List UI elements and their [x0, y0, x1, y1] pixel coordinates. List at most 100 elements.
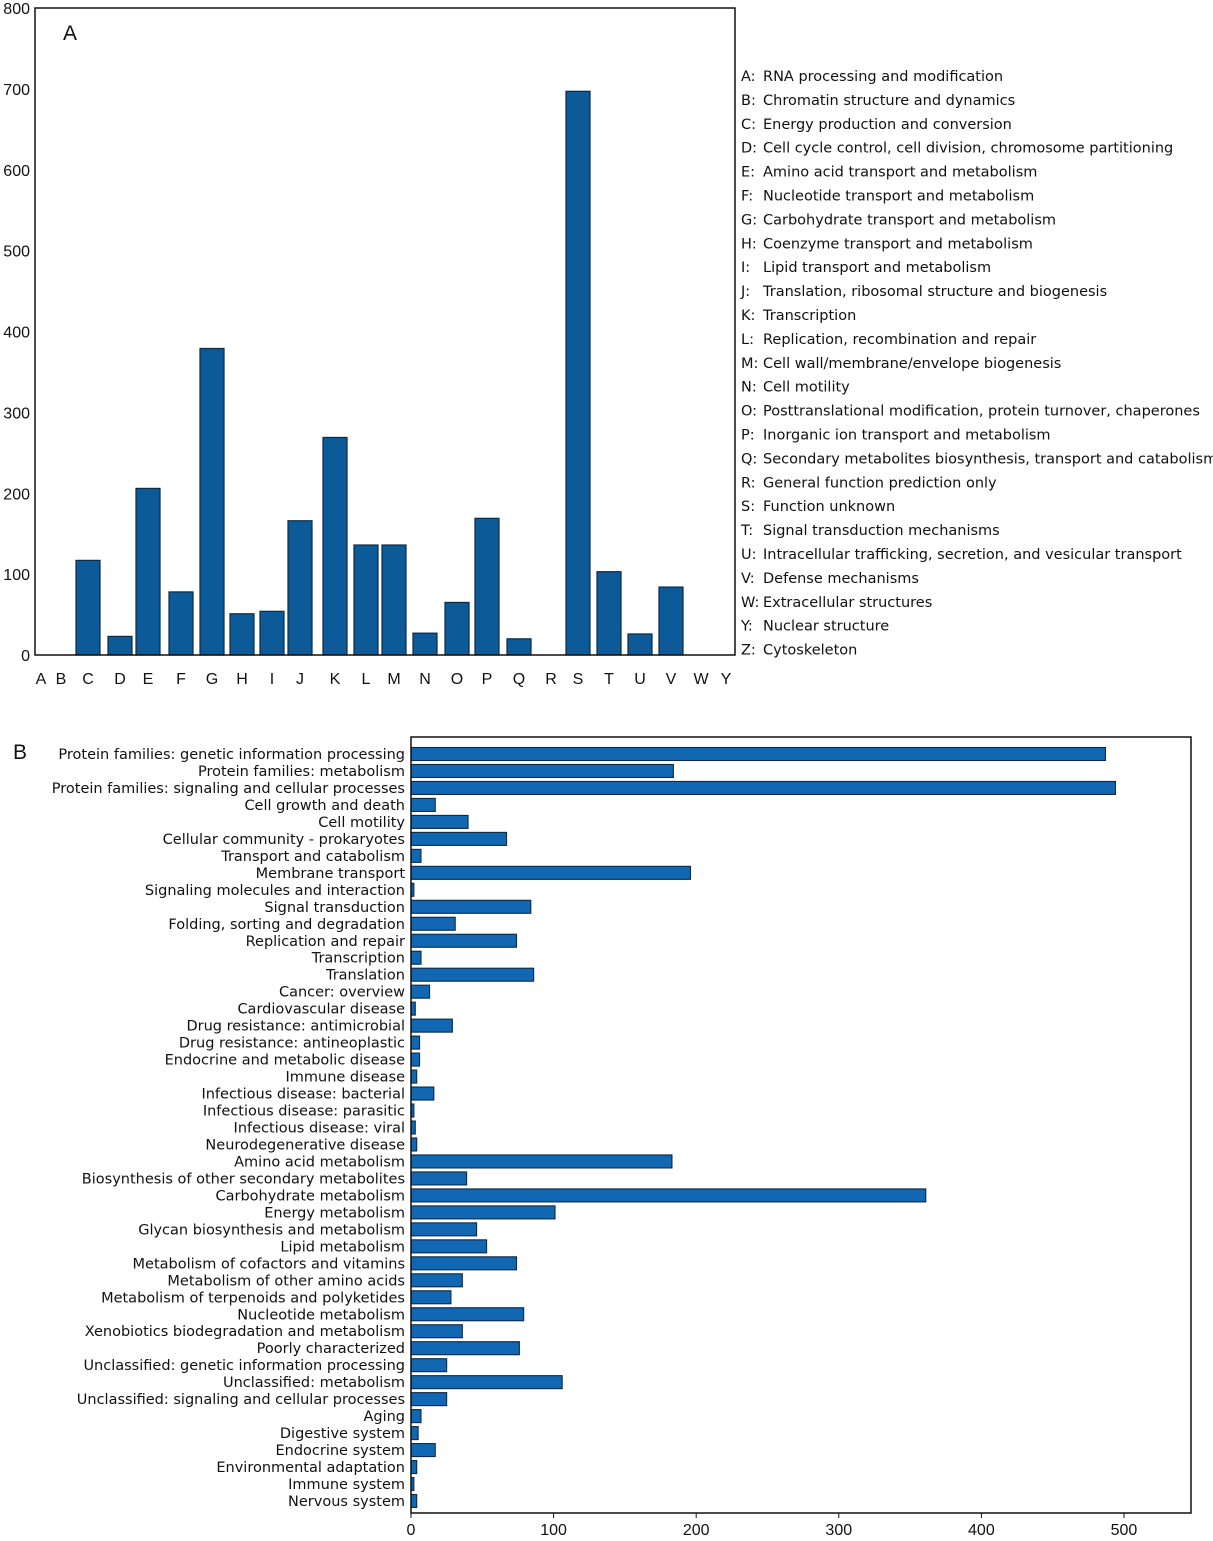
y-category-label: Infectious disease: bacterial — [201, 1087, 405, 1103]
legend-code: V: — [741, 571, 755, 587]
legend-label: Translation, ribosomal structure and bio… — [762, 284, 1107, 300]
x-tick-label: U — [634, 671, 646, 688]
legend-label: Nucleotide transport and metabolism — [763, 189, 1034, 205]
legend-code: B: — [741, 93, 756, 109]
y-tick-label: 500 — [3, 244, 30, 261]
legend-label: Inorganic ion transport and metabolism — [763, 428, 1051, 444]
bar-b — [410, 1307, 525, 1322]
y-category-label: Endocrine and metabolic disease — [165, 1053, 405, 1069]
legend-code: Z: — [741, 643, 756, 659]
bar-a-E — [135, 487, 161, 656]
bar-a-G — [199, 347, 225, 656]
legend-code: H: — [741, 236, 757, 252]
legend-code: G: — [741, 212, 757, 228]
y-tick-label: 400 — [3, 325, 30, 342]
x-tick-label: 400 — [968, 1522, 995, 1539]
legend-label: Chromatin structure and dynamics — [763, 93, 1015, 109]
bar-b — [410, 916, 456, 931]
legend-code: P: — [741, 428, 755, 444]
x-tick-label: M — [387, 671, 400, 688]
plot-b-frame — [410, 736, 1192, 1514]
legend-a: A: RNA processing and modification B: Chrom… — [740, 69, 1213, 659]
y-category-label: Metabolism of cofactors and vitamins — [133, 1256, 405, 1272]
y-category-label: Immune system — [288, 1477, 405, 1493]
bar-b — [410, 950, 422, 965]
legend-label: Signal transduction mechanisms — [763, 523, 1000, 539]
bar-b — [410, 865, 692, 880]
legend-label: Cytoskeleton — [763, 643, 857, 659]
y-category-label: Nucleotide metabolism — [237, 1307, 405, 1323]
legend-code: F: — [741, 189, 753, 205]
bar-b — [410, 967, 535, 982]
x-tick-label: P — [482, 671, 493, 688]
y-category-label: Immune disease — [285, 1070, 405, 1086]
bar-a-C — [75, 559, 101, 656]
y-tick-label: 800 — [3, 1, 30, 18]
y-category-label: Unclassified: signaling and cellular pro… — [77, 1392, 405, 1408]
y-category-label: Membrane transport — [256, 866, 406, 882]
y-category-label: Xenobiotics biodegradation and metabolis… — [85, 1324, 405, 1340]
bar-a-M — [381, 544, 407, 656]
y-category-label: Metabolism of other amino acids — [167, 1273, 405, 1289]
y-category-label: Amino acid metabolism — [234, 1154, 405, 1170]
y-category-label: Protein families: metabolism — [198, 764, 405, 780]
x-tick-label: L — [362, 671, 371, 688]
legend-code: T: — [740, 523, 753, 539]
bar-b — [410, 1154, 673, 1169]
y-category-label: Cellular community - prokaryotes — [163, 832, 405, 848]
legend-label: Amino acid transport and metabolism — [763, 165, 1037, 181]
x-tick-label: J — [296, 671, 304, 688]
x-tick-label: Q — [513, 671, 525, 688]
x-tick-label: G — [206, 671, 218, 688]
y-category-label: Cell motility — [318, 815, 405, 831]
x-tick-label: 100 — [540, 1522, 567, 1539]
bar-b — [410, 1239, 488, 1254]
legend-label: Nuclear structure — [763, 619, 889, 635]
bar-b — [410, 780, 1116, 796]
y-category-label: Infectious disease: parasitic — [203, 1104, 405, 1120]
y-category-label: Environmental adaptation — [216, 1460, 405, 1476]
legend-code: L: — [741, 332, 754, 348]
bar-b — [410, 1409, 422, 1424]
bar-b — [410, 746, 1106, 762]
x-tick-label: F — [176, 671, 186, 688]
bar-b — [410, 1018, 453, 1033]
x-tick-label: S — [573, 671, 584, 688]
bar-b — [410, 1358, 448, 1373]
bar-b — [410, 1035, 421, 1050]
bar-b — [410, 763, 674, 779]
legend-label: RNA processing and modification — [763, 69, 1003, 85]
x-tick-label: 0 — [407, 1522, 416, 1539]
bar-a-S — [565, 90, 591, 656]
bar-b — [410, 1188, 927, 1203]
bar-b — [410, 1443, 436, 1458]
legend-code: O: — [741, 404, 757, 420]
bar-b — [410, 1273, 463, 1288]
y-category-label: Cell growth and death — [244, 798, 405, 814]
bar-a-H — [229, 613, 255, 656]
panel-a-label: A — [63, 22, 77, 45]
x-tick-label: O — [451, 671, 463, 688]
legend-label: Replication, recombination and repair — [763, 332, 1036, 348]
y-category-label: Drug resistance: antimicrobial — [186, 1019, 405, 1035]
y-category-label: Cancer: overview — [279, 985, 405, 1001]
x-tick-label: R — [545, 671, 557, 688]
y-category-label: Metabolism of terpenoids and polyketides — [101, 1290, 405, 1306]
legend-label: Carbohydrate transport and metabolism — [763, 212, 1056, 228]
legend-code: I: — [741, 260, 750, 276]
bar-b — [410, 1086, 435, 1101]
bar-b — [410, 1222, 478, 1237]
y-category-label: Unclassified: metabolism — [223, 1375, 405, 1391]
legend-label: Coenzyme transport and metabolism — [763, 236, 1033, 252]
y-category-label: Transcription — [311, 951, 405, 967]
x-tick-label: 500 — [1111, 1522, 1138, 1539]
bar-b — [410, 1493, 418, 1509]
bar-b — [410, 984, 431, 999]
y-category-label: Signaling molecules and interaction — [145, 883, 405, 899]
bar-b — [410, 1069, 418, 1084]
y-category-label: Nervous system — [288, 1494, 405, 1510]
bar-b — [410, 848, 422, 863]
bar-b — [410, 1052, 421, 1067]
legend-code: U: — [741, 547, 757, 563]
x-tick-label: B — [56, 671, 67, 688]
